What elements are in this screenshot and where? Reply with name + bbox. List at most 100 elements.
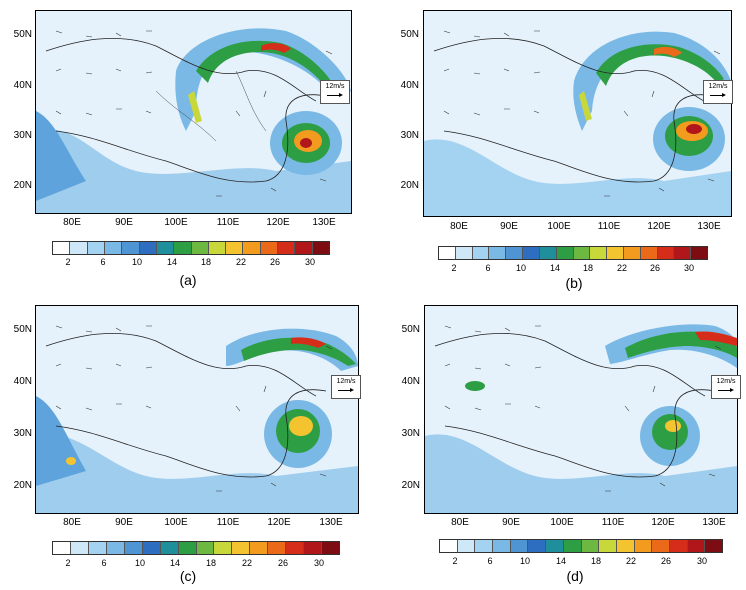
map-d-wind-vectors: [444, 325, 722, 492]
colorbar-label: 10: [519, 556, 530, 566]
panel-d: 12m/s 50N 40N 30N 20N 80E 90E 100E 110E …: [373, 295, 746, 590]
colorbar-segment: [705, 540, 722, 552]
colorbar-label: 26: [649, 263, 660, 273]
map-d-border-north: [434, 332, 706, 397]
colorbar-segment: [122, 242, 140, 254]
colorbar-label: 10: [515, 263, 526, 273]
colorbar-label: 18: [205, 558, 216, 568]
lat-label: 50N: [13, 324, 32, 335]
colorbar-segment: [208, 242, 227, 254]
colorbar-label: 10: [134, 558, 145, 568]
map-b-wind-vectors: [443, 30, 721, 197]
colorbar-label: 14: [555, 556, 566, 566]
wind-reference-label: 12m/s: [716, 378, 736, 385]
lon-label: 130E: [697, 221, 721, 232]
lon-label: 80E: [450, 221, 468, 232]
colorbar-segment: [493, 540, 511, 552]
map-a-svg: [36, 11, 351, 213]
wind-reference-legend: 12m/s: [703, 80, 733, 104]
lat-label: 50N: [13, 29, 32, 40]
colorbar-segment: [599, 540, 617, 552]
lon-label: 100E: [164, 517, 188, 528]
colorbar-label: 22: [241, 558, 252, 568]
map-a-jet-max: [261, 43, 291, 53]
lon-label: 110E: [216, 517, 240, 528]
colorbar-segment: [88, 542, 107, 554]
lat-label: 40N: [401, 376, 420, 387]
map-b-local-max: [579, 91, 592, 121]
lon-label: 90E: [115, 217, 133, 228]
colorbar-segment: [652, 540, 670, 552]
panel-a: 12m/s 50N 40N 30N 20N 80E 90E 100E 110E …: [0, 0, 373, 295]
map-a-local-max: [188, 91, 202, 123]
map-c-jet-max: [291, 337, 326, 348]
wind-reference-arrow-icon: [327, 93, 343, 97]
map-d-field-south: [425, 434, 737, 513]
map-a-wind-vectors: [55, 30, 333, 197]
lon-label: 80E: [63, 217, 81, 228]
lon-label: 120E: [647, 221, 671, 232]
lon-label: 90E: [502, 517, 520, 528]
lon-label: 90E: [500, 221, 518, 232]
map-c-field-south: [36, 434, 358, 513]
colorbar-segment: [640, 247, 658, 259]
map-b-border-north: [433, 37, 705, 102]
map-d-svg: [425, 306, 737, 513]
map-c-border-north: [45, 332, 317, 397]
colorbar-segment: [191, 242, 209, 254]
map-a: [35, 10, 352, 214]
map-b: [423, 10, 732, 217]
panel-letter-c: (c): [179, 568, 197, 584]
colorbar-label: 2: [65, 558, 71, 568]
colorbar-segment: [523, 247, 540, 259]
colorbar-c: [52, 541, 340, 555]
colorbar-segment: [178, 542, 197, 554]
wind-reference-label: 12m/s: [708, 83, 728, 90]
map-c-svg: [36, 306, 358, 513]
colorbar-label: 30: [696, 556, 707, 566]
colorbar-segment: [506, 247, 524, 259]
map-d-jet-max: [695, 331, 737, 346]
colorbar-segment: [669, 540, 688, 552]
lon-label: 120E: [267, 517, 291, 528]
colorbar-label: 30: [313, 558, 324, 568]
lat-label: 20N: [401, 480, 420, 491]
colorbar-label: 22: [235, 257, 246, 267]
colorbar-segment: [581, 540, 600, 552]
colorbar-label: 18: [200, 257, 211, 267]
map-a-province-lines: [155, 70, 267, 142]
colorbar-segment: [563, 540, 582, 552]
colorbar-segment: [440, 540, 458, 552]
lat-label: 50N: [400, 29, 419, 40]
panel-c: 12m/s 50N 40N 30N 20N 80E 90E 100E 110E …: [0, 295, 373, 590]
colorbar-segment: [556, 247, 574, 259]
colorbar-segment: [457, 540, 476, 552]
colorbar-label: 14: [166, 257, 177, 267]
colorbar-segment: [250, 542, 269, 554]
colorbar-segment: [312, 242, 329, 254]
map-b-typhoon-core: [686, 124, 702, 134]
lat-label: 40N: [13, 80, 32, 91]
wind-reference-arrow-icon: [338, 388, 354, 392]
colorbar-segment: [260, 242, 279, 254]
colorbar-segment: [226, 242, 244, 254]
colorbar-label: 22: [625, 556, 636, 566]
panel-letter-a: (a): [179, 272, 197, 288]
map-d-typhoon-inner: [665, 420, 681, 432]
colorbar-segment: [691, 247, 707, 259]
lat-label: 20N: [13, 180, 32, 191]
lon-label: 100E: [164, 217, 188, 228]
colorbar-segment: [160, 542, 179, 554]
colorbar-segment: [657, 247, 675, 259]
colorbar-label: 26: [660, 556, 671, 566]
colorbar-segment: [439, 247, 456, 259]
map-a-field-south: [36, 129, 351, 213]
colorbar-label: 6: [485, 263, 491, 273]
map-a-border-north: [45, 37, 317, 102]
colorbar-segment: [304, 542, 323, 554]
colorbar-segment: [623, 247, 641, 259]
lon-label: 100E: [550, 517, 574, 528]
colorbar-segment: [243, 242, 261, 254]
panel-letter-b: (b): [565, 275, 583, 291]
map-c-typhoon-inner: [289, 416, 313, 436]
